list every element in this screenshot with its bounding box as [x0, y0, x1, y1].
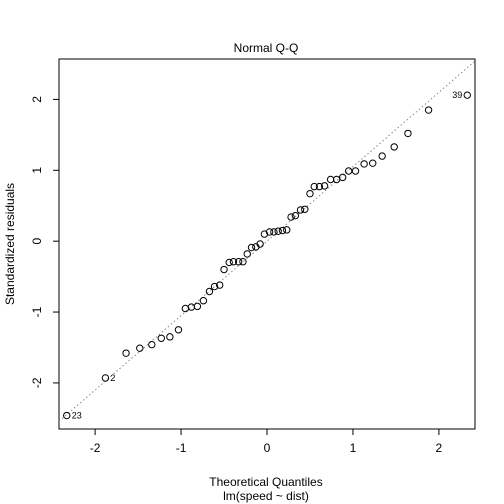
- y-tick-label: 0: [30, 238, 44, 245]
- x-tick-label: -2: [90, 441, 101, 455]
- data-point: [166, 333, 174, 341]
- point-label-39: 39: [452, 90, 462, 100]
- data-point: [301, 205, 309, 213]
- y-tick-label: 1: [30, 167, 44, 174]
- y-axis-label: Standardized residuals: [3, 183, 17, 305]
- x-tick-label: 0: [264, 441, 271, 455]
- data-point: [122, 349, 130, 357]
- data-point: [256, 240, 264, 248]
- data-point: [181, 304, 190, 313]
- data-point: [243, 250, 251, 258]
- data-point: [229, 258, 238, 266]
- data-point: [278, 226, 287, 235]
- data-point: [220, 265, 228, 274]
- reference-line: [58, 60, 476, 422]
- data-point: [320, 182, 329, 190]
- x-tick-label: 2: [436, 441, 443, 455]
- data-points: [63, 91, 471, 420]
- data-point: [315, 182, 324, 191]
- data-point: [274, 227, 282, 235]
- data-point: [205, 287, 214, 296]
- data-point: [463, 91, 471, 99]
- point-label-2: 2: [110, 373, 115, 383]
- x-axis: -2 -1 0 1 2: [90, 428, 443, 455]
- data-point: [369, 159, 377, 167]
- data-point: [351, 167, 360, 175]
- data-point: [63, 411, 71, 420]
- data-point: [199, 297, 208, 305]
- chart-title: Normal Q-Q: [234, 41, 299, 55]
- data-point: [193, 302, 202, 311]
- data-point: [225, 258, 233, 267]
- data-point: [291, 211, 300, 220]
- x-tick-label: 1: [350, 441, 357, 455]
- data-point: [360, 160, 368, 168]
- data-point: [247, 243, 256, 252]
- x-axis-label: Theoretical Quantiles: [209, 475, 322, 489]
- data-point: [287, 213, 295, 221]
- y-tick-label: -1: [30, 306, 44, 317]
- data-point: [306, 189, 314, 198]
- x-axis-subtitle: lm(speed ~ dist): [223, 489, 309, 503]
- data-point: [404, 129, 412, 138]
- data-point: [424, 106, 433, 114]
- y-tick-label: -2: [30, 377, 44, 388]
- data-point: [378, 152, 386, 160]
- data-point: [326, 175, 335, 184]
- data-point: [101, 374, 110, 382]
- data-point: [210, 282, 219, 291]
- data-point: [338, 173, 347, 182]
- data-point: [157, 334, 165, 342]
- data-point: [270, 228, 278, 236]
- y-tick-label: 2: [30, 96, 44, 103]
- data-point: [216, 281, 224, 289]
- data-point: [136, 344, 144, 352]
- data-point: [344, 167, 353, 175]
- data-point: [332, 175, 341, 184]
- data-point: [390, 143, 398, 151]
- data-point: [148, 340, 156, 349]
- y-axis: -2 -1 0 1 2: [30, 96, 60, 388]
- point-labels: 23 2 39: [72, 90, 463, 420]
- data-point: [234, 258, 243, 266]
- data-point: [239, 258, 247, 266]
- data-point: [174, 326, 183, 334]
- data-point: [187, 303, 196, 311]
- data-point: [283, 226, 291, 234]
- data-point: [310, 182, 318, 191]
- data-point: [265, 228, 274, 236]
- point-label-23: 23: [72, 411, 82, 421]
- x-tick-label: -1: [176, 441, 187, 455]
- data-point: [296, 206, 305, 214]
